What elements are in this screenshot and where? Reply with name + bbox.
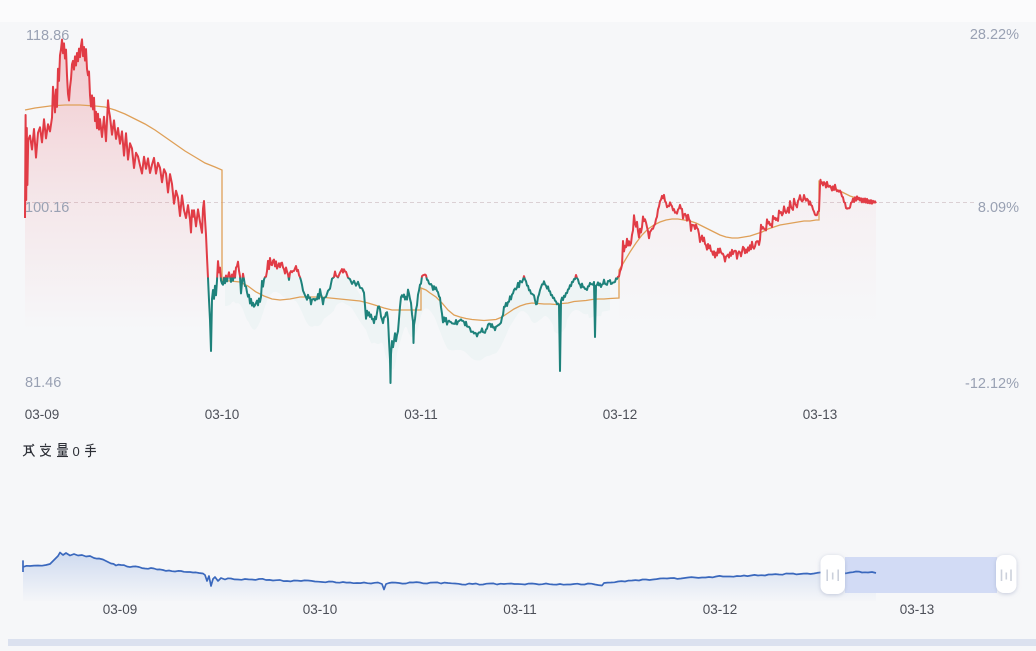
- svg-text:03-09: 03-09: [25, 407, 60, 422]
- svg-text:0: 0: [73, 444, 80, 459]
- svg-text:03-10: 03-10: [303, 602, 338, 617]
- svg-text:28.22%: 28.22%: [970, 27, 1019, 43]
- svg-text:03-12: 03-12: [603, 407, 638, 422]
- svg-text:03-12: 03-12: [703, 602, 738, 617]
- svg-text:03-11: 03-11: [404, 407, 438, 422]
- svg-text:03-13: 03-13: [900, 602, 935, 617]
- svg-text:03-13: 03-13: [803, 407, 838, 422]
- svg-text:8.09%: 8.09%: [978, 200, 1019, 216]
- svg-text:118.86: 118.86: [26, 28, 69, 44]
- svg-text:03-10: 03-10: [205, 407, 240, 422]
- svg-text:100.16: 100.16: [25, 200, 69, 216]
- svg-text:03-11: 03-11: [503, 602, 537, 617]
- svg-text:-12.12%: -12.12%: [965, 376, 1019, 392]
- svg-text:03-09: 03-09: [103, 602, 138, 617]
- svg-text:81.46: 81.46: [25, 375, 61, 391]
